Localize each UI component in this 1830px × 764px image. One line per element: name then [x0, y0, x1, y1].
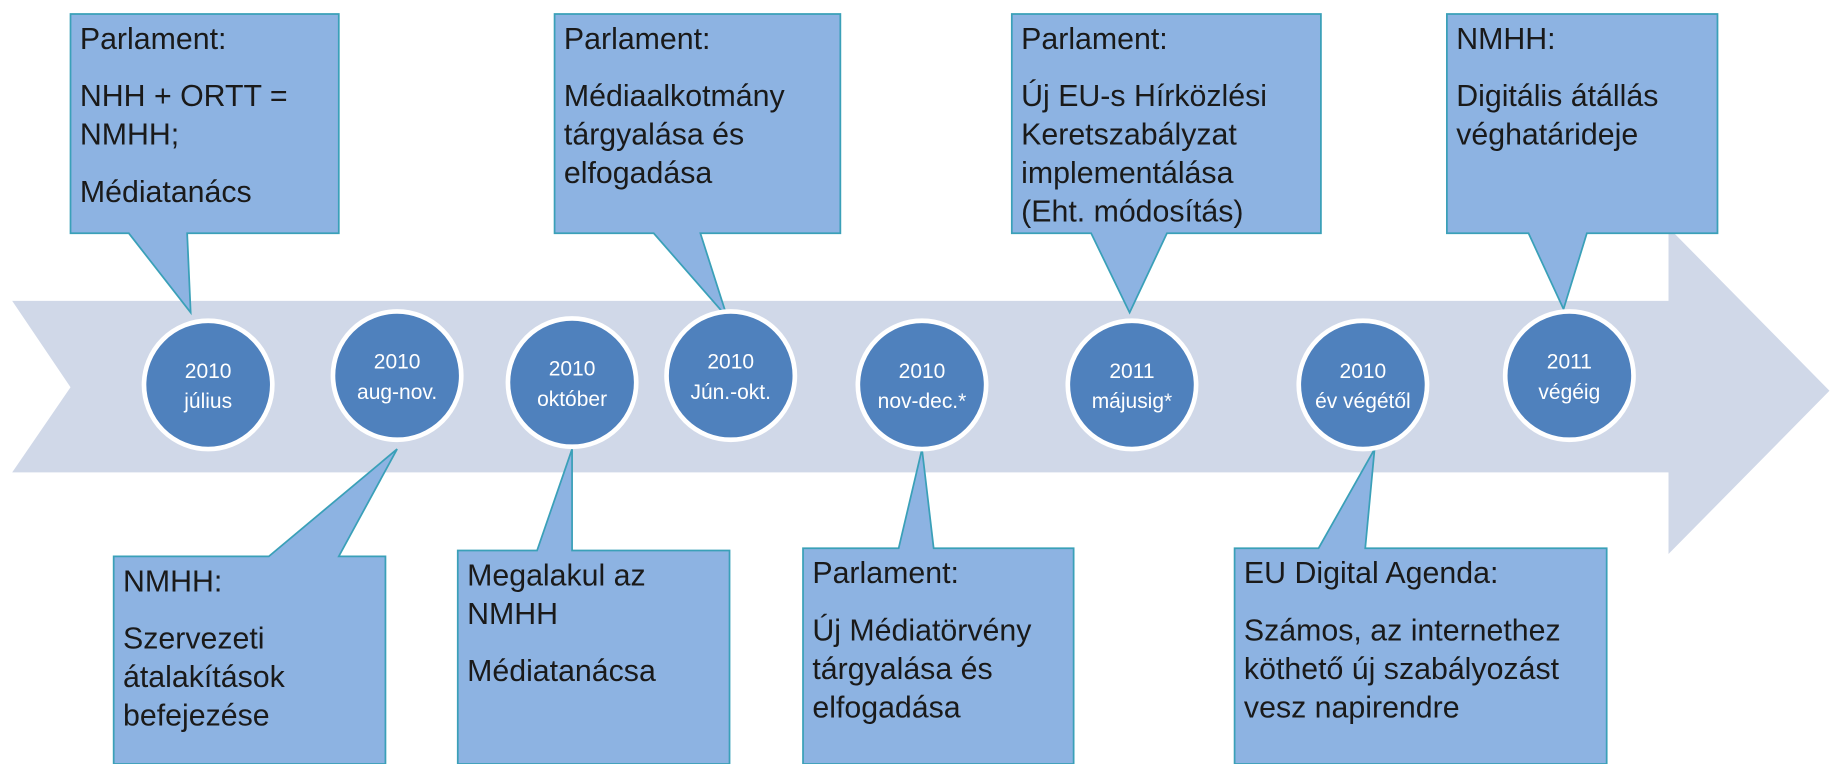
callout-text: átalakítások	[123, 661, 286, 694]
callout-text: NHH + ORTT =	[80, 80, 288, 113]
callout-text: vesz napirendre	[1244, 691, 1460, 724]
milestone-year: 2010	[185, 360, 232, 383]
callout-text: befejezése	[123, 700, 270, 733]
callout-text: NMHH;	[80, 119, 179, 152]
milestone	[1502, 309, 1636, 443]
callout-text: NMHH:	[123, 565, 222, 598]
callout-text: Digitális átállás	[1456, 80, 1658, 113]
callout-text: Médiatanács	[80, 176, 252, 209]
callout	[1446, 13, 1719, 312]
milestone-period: július	[183, 390, 232, 413]
callout-text: tárgyalása és	[812, 653, 992, 686]
callout-text: Számos, az internethez	[1244, 614, 1561, 647]
milestone	[855, 318, 989, 452]
callout-text: Új Médiatörvény	[812, 614, 1032, 647]
callout-text: NMHH:	[1456, 23, 1555, 56]
milestone-period: májusig*	[1092, 390, 1172, 413]
milestone-period: év végétől	[1315, 390, 1411, 413]
callout	[1010, 13, 1322, 315]
callout	[1233, 448, 1608, 764]
callout-text: Parlament:	[564, 23, 711, 56]
callout	[553, 13, 842, 318]
milestone-period: október	[537, 388, 607, 411]
milestone-period: végéig	[1538, 381, 1600, 404]
callout-text: Médiaalkotmány	[564, 80, 786, 113]
callout	[112, 448, 398, 764]
callout-text: Megalakul az	[467, 560, 646, 593]
callout-text: tárgyalása és	[564, 119, 744, 152]
callout-text: köthető új szabályozást	[1244, 653, 1560, 686]
milestone-period: aug-nov.	[357, 381, 437, 404]
callout-text: EU Digital Agenda:	[1244, 557, 1498, 590]
callout-text: elfogadása	[564, 157, 712, 190]
callout-text: elfogadása	[812, 691, 960, 724]
milestone	[505, 316, 639, 450]
milestone	[141, 318, 275, 452]
milestone	[1065, 318, 1199, 452]
milestone-period: Jún.-okt.	[690, 381, 770, 404]
callout-text: Szervezeti	[123, 623, 265, 656]
milestone	[1296, 318, 1430, 452]
milestone-year: 2010	[707, 351, 754, 374]
milestone-year: 2011	[1547, 351, 1592, 374]
callout-text: Parlament:	[812, 557, 959, 590]
milestone	[330, 309, 464, 443]
callout-text: (Eht. módosítás)	[1021, 196, 1243, 229]
callout-text: Médiatanácsa	[467, 655, 656, 688]
milestone	[664, 309, 798, 443]
callout-text: Parlament:	[80, 23, 227, 56]
milestone-year: 2010	[899, 360, 946, 383]
milestone-year: 2010	[549, 358, 596, 381]
callout	[456, 448, 731, 764]
callout-text: véghatárideje	[1456, 119, 1638, 152]
callout	[69, 13, 340, 316]
callout-text: implementálása	[1021, 157, 1233, 190]
callout-text: Parlament:	[1021, 23, 1168, 56]
callout-text: Új EU-s Hírközlési	[1021, 80, 1267, 113]
milestone-period: nov-dec.*	[878, 390, 967, 413]
milestone-year: 2010	[374, 351, 421, 374]
callout	[802, 448, 1075, 764]
callout-text: NMHH	[467, 598, 558, 631]
milestone-year: 2010	[1340, 360, 1387, 383]
callout-text: Keretszabályzat	[1021, 119, 1237, 152]
milestone-year: 2011	[1109, 360, 1154, 383]
